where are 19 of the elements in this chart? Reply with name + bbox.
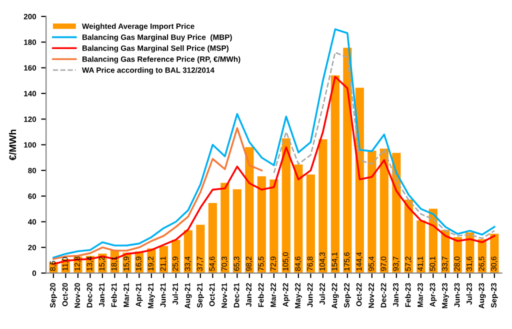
bar	[257, 176, 266, 274]
bar	[318, 139, 328, 274]
bar	[416, 220, 426, 274]
bar	[245, 147, 254, 274]
bar	[232, 189, 242, 274]
bar	[368, 150, 376, 274]
bar	[306, 174, 315, 274]
bar	[380, 148, 388, 274]
bar	[208, 203, 217, 274]
bar	[330, 75, 340, 274]
bar	[282, 138, 290, 274]
bar	[220, 182, 230, 274]
bar	[270, 180, 278, 274]
bar	[196, 224, 205, 274]
bar	[294, 164, 303, 274]
y-axis-title: €/MWh	[8, 130, 16, 160]
bar	[343, 48, 352, 274]
line-series	[273, 52, 496, 240]
bar	[404, 200, 413, 274]
